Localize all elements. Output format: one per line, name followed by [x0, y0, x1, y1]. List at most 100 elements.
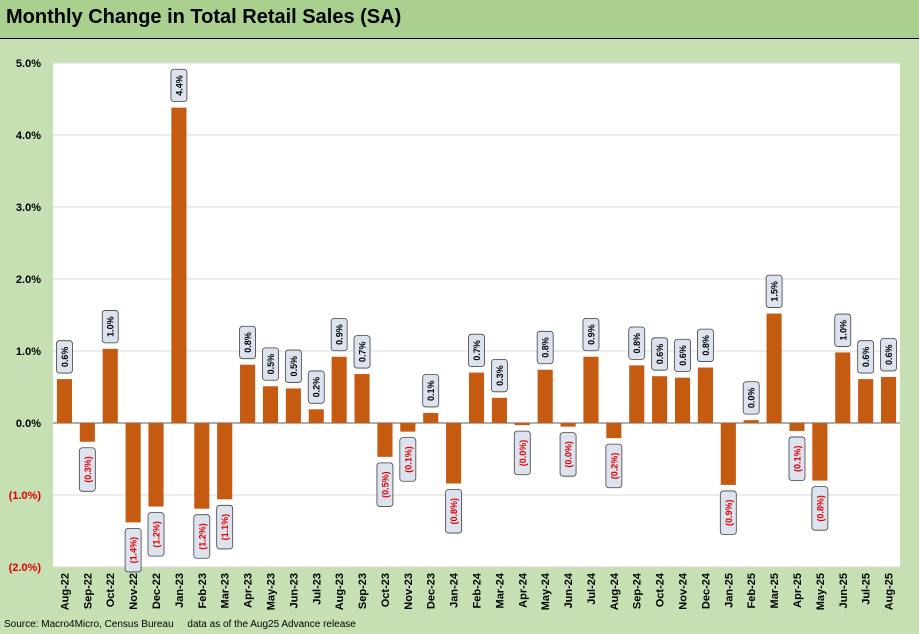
bar	[56, 379, 73, 423]
bar	[285, 388, 301, 423]
data-label: (0.2%)	[609, 453, 619, 480]
data-label: (0.3%)	[83, 456, 93, 483]
x-tick-label: May-25	[815, 573, 827, 610]
data-label-box	[605, 443, 623, 489]
data-label-box	[490, 358, 508, 393]
bar	[262, 386, 279, 423]
data-label-box	[376, 462, 394, 507]
data-label-box	[353, 335, 371, 369]
data-label-box	[468, 333, 485, 368]
data-label: 0.6%	[884, 344, 894, 365]
data-label: 1.0%	[106, 316, 116, 337]
data-label-box	[719, 490, 737, 535]
data-label: (0.0%)	[564, 441, 574, 468]
data-label: 0.9%	[586, 324, 596, 345]
data-label: 0.2%	[312, 377, 322, 398]
x-tick-label: Aug-22	[59, 573, 71, 610]
y-tick-label: (2.0%)	[9, 562, 42, 574]
bar	[240, 364, 256, 423]
bar	[583, 356, 599, 423]
bar	[858, 379, 874, 423]
bar	[606, 423, 622, 439]
data-label-box	[674, 338, 691, 373]
data-label-box	[262, 347, 279, 381]
bar	[354, 374, 370, 423]
x-tick-label: Dec-24	[700, 572, 712, 609]
data-label: 0.5%	[266, 354, 276, 375]
data-label-box	[765, 274, 783, 308]
data-label: (1.1%)	[220, 514, 230, 541]
data-label: (1.4%)	[129, 537, 139, 564]
data-label-box	[284, 349, 302, 383]
data-label-box	[559, 432, 577, 477]
title-bar: Monthly Change in Total Retail Sales (SA…	[0, 0, 919, 39]
data-label: 0.6%	[60, 347, 70, 368]
bar	[514, 423, 530, 426]
data-label: (0.8%)	[449, 498, 459, 525]
x-tick-label: Nov-24	[678, 572, 690, 610]
y-tick-label: 0.0%	[16, 418, 41, 430]
x-tick-label: Apr-24	[517, 572, 529, 608]
x-tick-label: Jun-24	[563, 572, 575, 608]
x-tick-label: Feb-23	[197, 573, 209, 608]
bar	[629, 365, 645, 423]
data-label-box	[651, 337, 669, 371]
data-label: (0.8%)	[815, 495, 825, 522]
data-label: 0.0%	[747, 388, 757, 409]
x-tick-label: Aug-24	[609, 572, 621, 610]
bar	[537, 369, 553, 423]
x-tick-label: Sep-22	[82, 573, 94, 609]
data-label: 0.3%	[495, 365, 505, 386]
data-label: (0.1%)	[403, 446, 413, 473]
x-tick-label: Mar-24	[494, 572, 506, 608]
data-label-box	[880, 338, 897, 372]
data-label-box	[857, 340, 875, 374]
data-label: 0.9%	[335, 324, 345, 345]
data-label: 0.8%	[243, 332, 253, 353]
data-label: 0.6%	[678, 345, 688, 366]
bar	[377, 423, 393, 457]
x-tick-label: Feb-25	[746, 573, 758, 608]
bar	[674, 377, 691, 423]
x-tick-label: Jan-23	[174, 573, 186, 608]
bar	[423, 412, 439, 423]
x-tick-label: Dec-23	[426, 573, 438, 609]
data-label: 0.6%	[655, 344, 665, 365]
bar	[194, 423, 210, 509]
x-tick-label: Mar-23	[220, 573, 232, 608]
bar	[491, 397, 507, 423]
data-label: (0.0%)	[518, 440, 528, 467]
x-tick-label: May-23	[265, 573, 277, 610]
data-label: 0.7%	[472, 340, 482, 361]
bar	[697, 367, 713, 423]
data-label-box	[536, 330, 554, 365]
data-label: 4.4%	[174, 75, 184, 96]
x-tick-label: Aug-25	[884, 573, 896, 610]
data-label-box	[399, 437, 417, 482]
data-label-box	[193, 514, 211, 559]
data-label: 0.8%	[632, 333, 642, 354]
data-label-box	[124, 527, 142, 573]
x-tick-label: Apr-25	[792, 573, 804, 608]
data-label: 0.6%	[861, 347, 871, 368]
data-label: 0.5%	[289, 356, 299, 377]
data-label-box	[239, 325, 256, 360]
data-label-box	[697, 328, 714, 362]
x-tick-label: Feb-24	[472, 572, 484, 608]
data-label: 1.0%	[838, 320, 848, 341]
y-tick-label: 2.0%	[16, 274, 41, 286]
data-label-box	[834, 313, 852, 347]
data-label: (0.1%)	[792, 445, 802, 472]
x-tick-label: Jan-24	[449, 572, 461, 608]
data-label: (1.2%)	[197, 523, 207, 550]
data-label: 1.5%	[770, 281, 780, 302]
data-label-box	[628, 326, 646, 360]
chart-title: Monthly Change in Total Retail Sales (SA…	[6, 6, 402, 28]
y-tick-label: 1.0%	[16, 346, 41, 358]
data-label-box	[101, 310, 119, 344]
y-tick-label: 5.0%	[16, 58, 41, 70]
x-tick-label: Jul-23	[311, 573, 323, 605]
bar	[79, 423, 95, 442]
data-label-box	[513, 430, 531, 476]
data-label-box	[147, 512, 165, 557]
